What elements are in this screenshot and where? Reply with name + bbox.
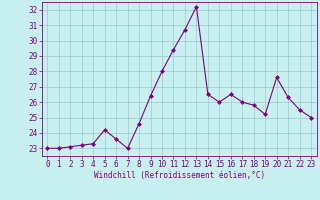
X-axis label: Windchill (Refroidissement éolien,°C): Windchill (Refroidissement éolien,°C) <box>94 171 265 180</box>
